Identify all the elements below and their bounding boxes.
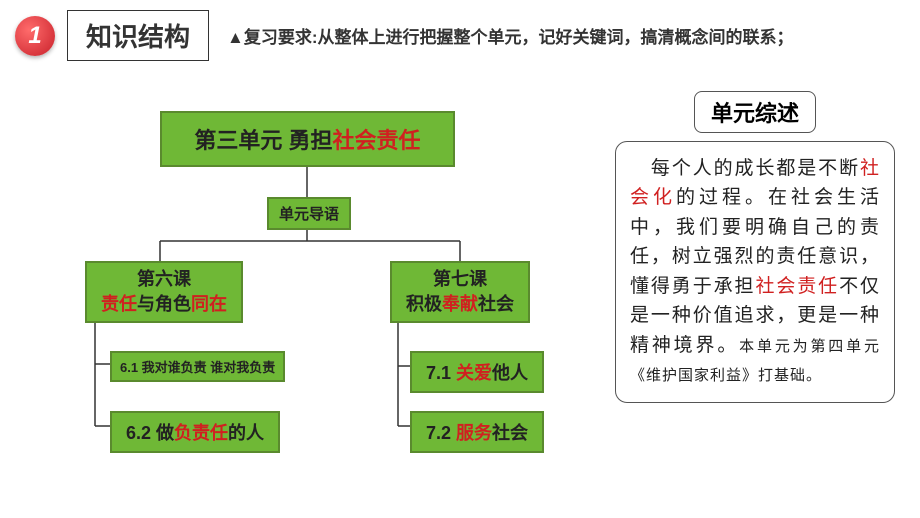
section-7-1-node: 7.1 关爱他人: [410, 351, 544, 393]
section-6-1-node: 6.1 我对谁负责 谁对我负责: [110, 351, 285, 382]
section-7-2-node: 7.2 服务社会: [410, 411, 544, 453]
unit-intro-node: 单元导语: [267, 197, 351, 230]
section-number-badge: 1: [15, 16, 55, 56]
unit-summary: 单元综述 每个人的成长都是不断社会化的过程。在社会生活中，我们要明确自己的责任，…: [615, 91, 895, 481]
review-requirement: ▲复习要求:从整体上进行把握整个单元，记好关键词，搞清概念间的联系；: [227, 23, 794, 48]
unit-title-node: 第三单元 勇担社会责任: [160, 111, 455, 167]
summary-body: 每个人的成长都是不断社会化的过程。在社会生活中，我们要明确自己的责任，树立强烈的…: [615, 141, 895, 403]
section-title: 知识结构: [67, 10, 209, 61]
lesson6-node: 第六课 责任与角色同在: [85, 261, 243, 323]
section-6-2-node: 6.2 做负责任的人: [110, 411, 280, 453]
lesson7-node: 第七课 积极奉献社会: [390, 261, 530, 323]
knowledge-structure-diagram: 第三单元 勇担社会责任 单元导语 第六课 责任与角色同在 第七课 积极奉献社会 …: [40, 91, 600, 481]
summary-title: 单元综述: [694, 91, 816, 133]
